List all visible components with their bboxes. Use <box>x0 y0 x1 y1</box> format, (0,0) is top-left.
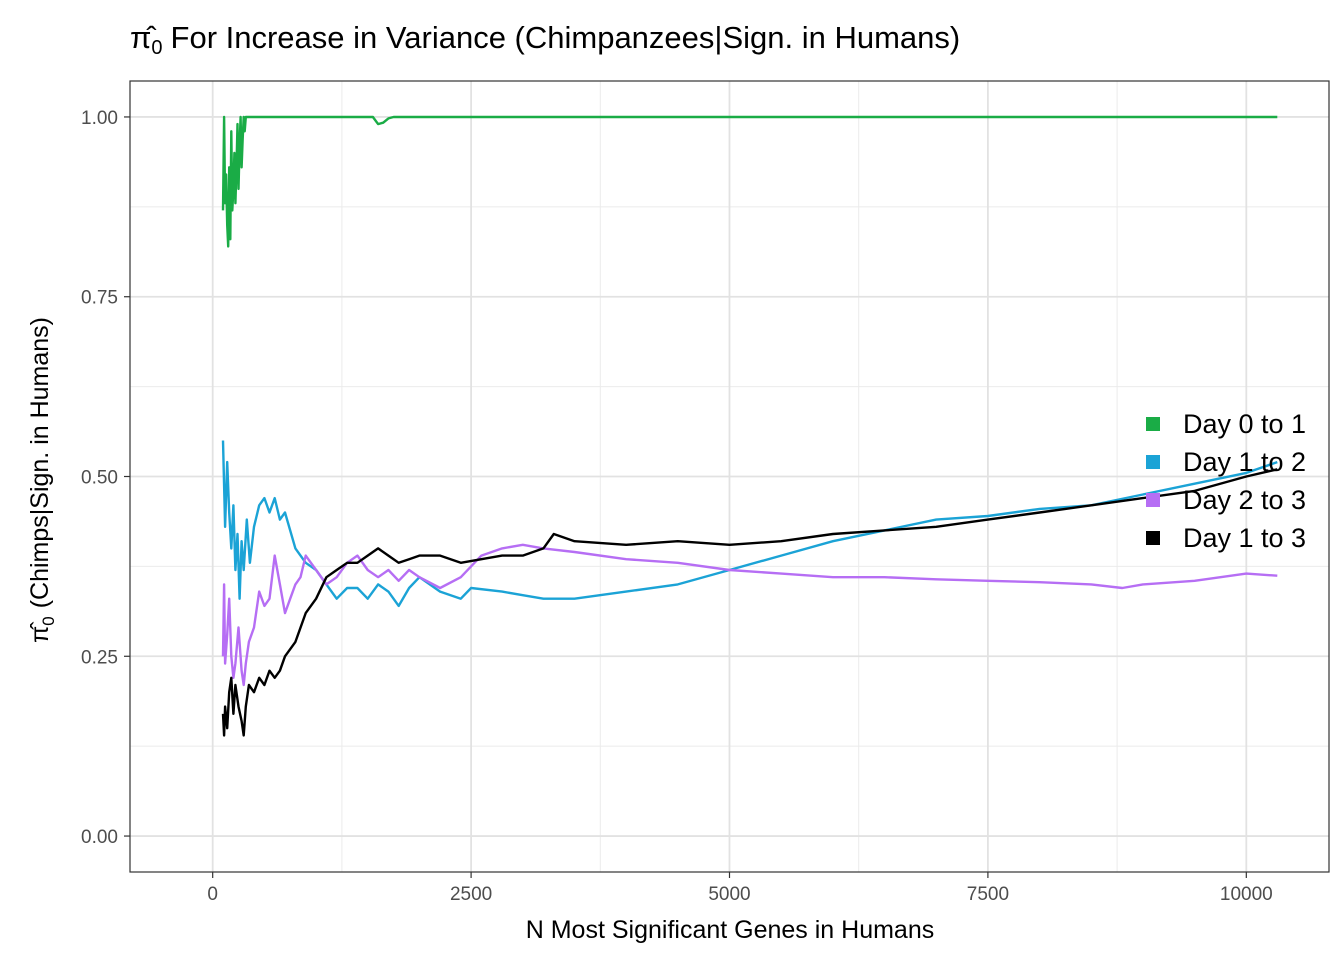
plot-area: 0 2500 5000 7500 10000 0.00 0.25 0.50 0.75 1.00 <box>81 80 1330 905</box>
series-line-3 <box>221 543 1278 687</box>
legend-swatch <box>1146 493 1160 507</box>
y-tick-label: 0.25 <box>81 647 118 668</box>
legend-label: Day 2 to 3 <box>1183 485 1306 515</box>
ylabel-text: (Chimps|Sign. in Humans) <box>26 317 54 608</box>
series-line-1 <box>221 115 1278 248</box>
legend-swatch <box>1146 417 1160 431</box>
legend-label: Day 1 to 2 <box>1183 447 1306 477</box>
legend-item: Day 0 to 1 <box>1146 409 1306 439</box>
legend: Day 0 to 1 Day 1 to 2 Day 2 to 3 Day 1 to 3 <box>1146 409 1306 553</box>
chart-title: π̂0 For Increase in Variance (Chimpanzees… <box>130 20 960 59</box>
y-axis-title-text: π̂0 (Chimps|Sign. in Humans) <box>26 317 58 643</box>
ylabel-pi-symbol: π̂ <box>26 621 54 643</box>
y-tick-label: 0.75 <box>81 288 118 309</box>
legend-item: Day 2 to 3 <box>1146 485 1306 515</box>
legend-swatch <box>1146 531 1160 545</box>
x-tick-label: 5000 <box>708 884 750 905</box>
series-line-2 <box>221 440 1278 608</box>
title-subscript: 0 <box>151 37 162 59</box>
x-tick-label: 2500 <box>450 884 492 905</box>
legend-item: Day 1 to 2 <box>1146 447 1306 477</box>
x-tick-label: 10000 <box>1220 884 1273 905</box>
chart-title-text: π̂0 For Increase in Variance (Chimpanzees… <box>130 20 960 59</box>
x-axis-title: N Most Significant Genes in Humans <box>526 916 935 944</box>
ylabel-subscript: 0 <box>39 616 58 625</box>
x-tick-label: 0 <box>207 884 218 905</box>
legend-swatch <box>1146 455 1160 469</box>
legend-item: Day 1 to 3 <box>1146 523 1306 553</box>
y-tick-label: 0.00 <box>81 827 118 848</box>
x-tick-label: 7500 <box>967 884 1009 905</box>
y-axis-title: π̂0 (Chimps|Sign. in Humans) <box>26 317 58 643</box>
legend-label: Day 1 to 3 <box>1183 523 1306 553</box>
y-tick-label: 0.50 <box>81 468 118 489</box>
title-text: For Increase in Variance (Chimpanzees|Si… <box>171 20 961 55</box>
legend-label: Day 0 to 1 <box>1183 409 1306 439</box>
y-tick-label: 1.00 <box>81 108 118 129</box>
series-line-4 <box>221 468 1278 737</box>
